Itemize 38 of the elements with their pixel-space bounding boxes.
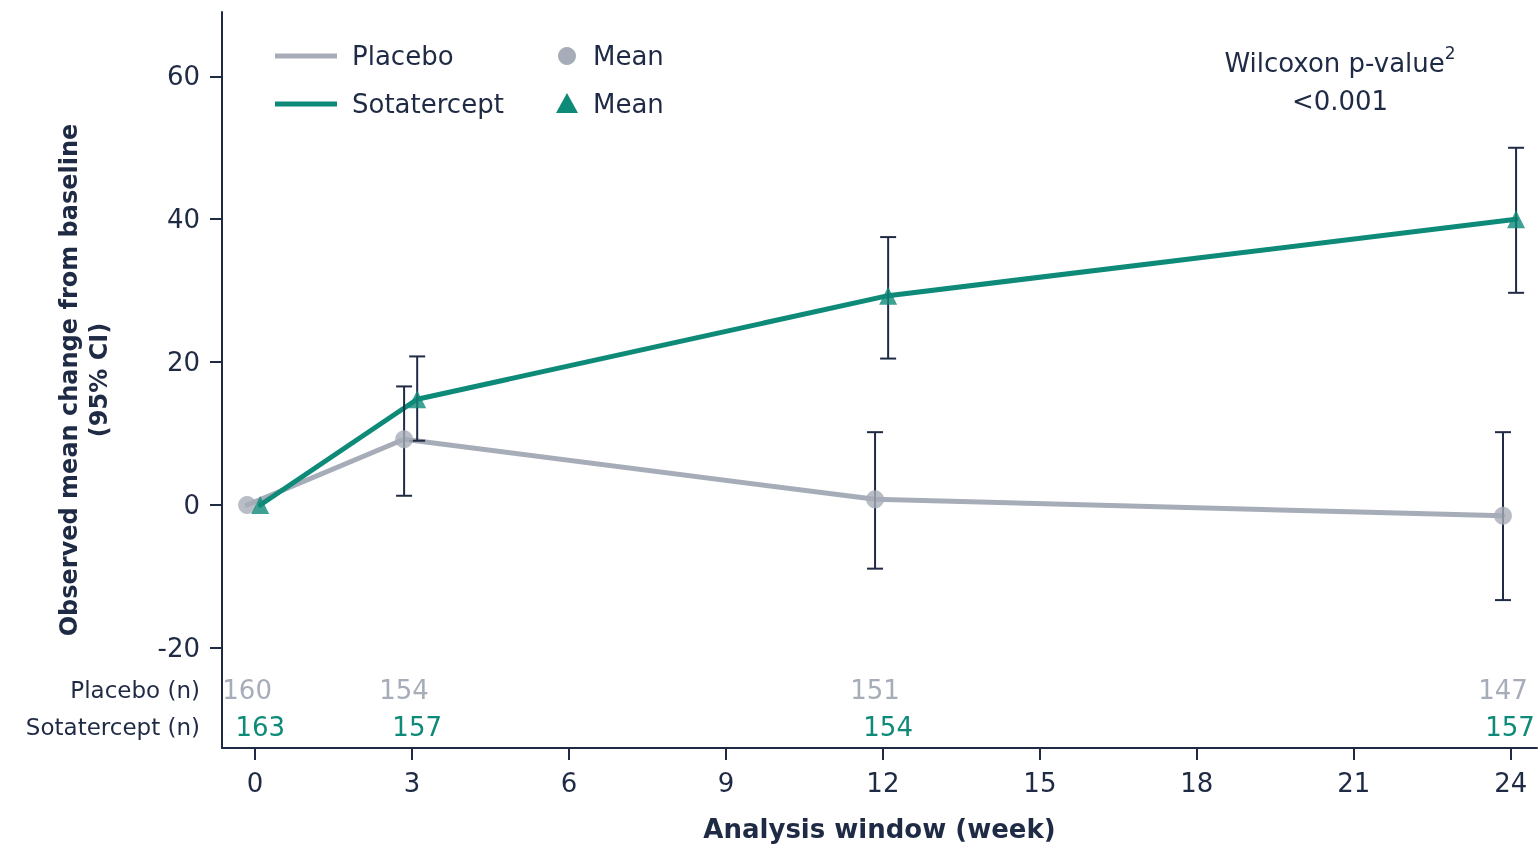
- x-axis-title: Analysis window (week): [703, 814, 1056, 844]
- legend-label: Mean: [593, 89, 664, 119]
- x-tick-label: 21: [1337, 768, 1371, 798]
- x-tick-label: 0: [246, 768, 264, 798]
- point: [879, 286, 898, 305]
- y-tick-label: 20: [166, 347, 200, 378]
- annotation: 154: [379, 675, 429, 705]
- annotation: 157: [1485, 712, 1535, 742]
- x-tick-label: 18: [1180, 768, 1214, 798]
- y-tick-label: -20: [157, 632, 200, 663]
- x-tick-label: 3: [403, 768, 421, 798]
- point: [1494, 506, 1512, 525]
- legend-label: Mean: [593, 41, 664, 71]
- legend-label: Sotatercept: [352, 89, 504, 119]
- y-tick-label: 60: [166, 61, 200, 92]
- x-tick-label: 6: [560, 768, 578, 798]
- annotation: 160: [222, 675, 272, 705]
- text: Sotatercept (n): [25, 714, 200, 740]
- y-tick-label: 0: [183, 490, 200, 521]
- y-axis-title: Observed mean change from baseline (95% CI): [55, 123, 113, 637]
- point: [1507, 210, 1526, 229]
- legend-label: Placebo: [352, 41, 454, 71]
- annotation: 157: [392, 712, 442, 742]
- point: [238, 496, 257, 515]
- point: [251, 496, 270, 515]
- annotation: 147: [1478, 675, 1528, 705]
- point: [866, 490, 885, 509]
- annotation: 151: [850, 675, 900, 705]
- text: Placebo (n): [70, 677, 200, 703]
- annotation: 163: [235, 712, 286, 742]
- annotation: 154: [863, 712, 913, 742]
- x-tick-label: 24: [1494, 768, 1528, 798]
- x-tick-label: 15: [1023, 768, 1057, 798]
- x-tick-label: 12: [866, 768, 900, 798]
- point: [408, 390, 427, 409]
- point: [395, 430, 414, 449]
- y-tick-label: 40: [166, 204, 200, 235]
- x-tick-label: 9: [717, 768, 735, 798]
